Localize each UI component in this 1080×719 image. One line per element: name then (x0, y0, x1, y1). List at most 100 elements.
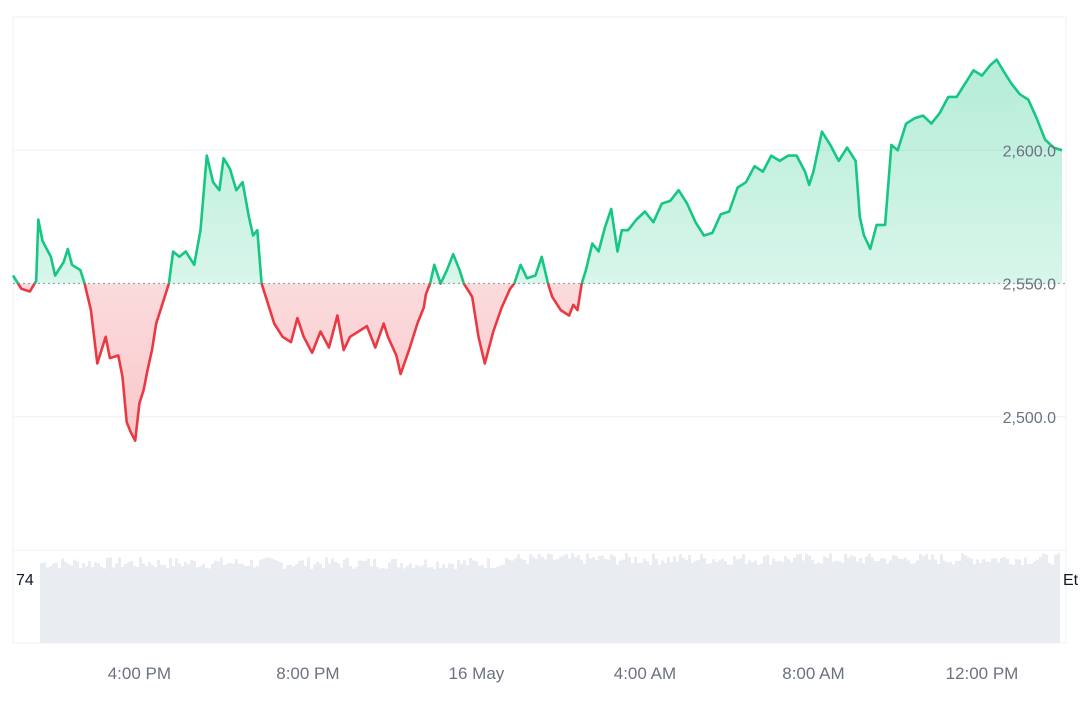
volume-bar (460, 563, 463, 643)
volume-bar (766, 554, 769, 643)
volume-bar (877, 560, 880, 643)
volume-bar (427, 567, 430, 643)
volume-bar (262, 558, 265, 643)
volume-bar (166, 568, 169, 643)
volume-bar (664, 562, 667, 643)
volume-bar (1024, 557, 1027, 643)
volume-bar (742, 554, 745, 643)
volume-bar (727, 564, 730, 643)
volume-bar (808, 555, 811, 643)
volume-bar (904, 557, 907, 643)
volume-bar (1033, 561, 1036, 643)
volume-bar (781, 562, 784, 643)
x-axis: 4:00 PM 8:00 PM 16 May 4:00 AM 8:00 AM 12:00 … (108, 664, 1019, 683)
volume-bar (994, 558, 997, 643)
volume-bar (988, 562, 991, 643)
volume-bar (913, 563, 916, 643)
volume-bar (910, 563, 913, 643)
volume-bar (829, 553, 832, 643)
volume-bar (895, 556, 898, 643)
volume-bar (538, 554, 541, 643)
volume-bar (79, 568, 82, 643)
volume-bar (931, 554, 934, 643)
volume-bar (907, 560, 910, 643)
volume-bar (490, 568, 493, 643)
volume-bar (535, 559, 538, 643)
volume-bar (1021, 564, 1024, 643)
volume-bar (235, 558, 238, 643)
volume-bar (1003, 557, 1006, 643)
volume-bar (112, 567, 115, 643)
volume-bar (229, 563, 232, 643)
volume-bar (49, 566, 52, 643)
volume-bar (838, 561, 841, 643)
volume-bar (481, 564, 484, 643)
volume-bar (928, 559, 931, 643)
volume-bar (991, 558, 994, 643)
volume-bar (844, 553, 847, 643)
volume-bar (355, 567, 358, 643)
volume-bar (724, 561, 727, 643)
volume-bar (871, 557, 874, 643)
x-tick-label: 12:00 PM (946, 664, 1019, 683)
volume-bar (217, 561, 220, 643)
volume-bar (43, 562, 46, 643)
volume-bar (430, 567, 433, 643)
volume-bar (118, 557, 121, 643)
volume-bar (982, 559, 985, 643)
volume-bar (796, 554, 799, 643)
x-tick-label: 4:00 PM (108, 664, 171, 683)
volume-bar (976, 559, 979, 643)
volume-bar (451, 564, 454, 643)
volume-bar (232, 563, 235, 643)
volume-bar (508, 559, 511, 643)
volume-bar (691, 562, 694, 643)
volume-bar (628, 557, 631, 643)
volume-bar (91, 567, 94, 643)
volume-bar (604, 558, 607, 643)
volume-bar (985, 561, 988, 643)
volume-bar (349, 565, 352, 643)
volume-bar (61, 558, 64, 643)
x-tick-label: 8:00 AM (782, 664, 844, 683)
volume-bar (553, 560, 556, 643)
volume-bar (1018, 559, 1021, 643)
volume-bar (802, 560, 805, 643)
volume-bar (646, 561, 649, 643)
volume-bar (268, 557, 271, 643)
volume-bar (1015, 559, 1018, 643)
volume-bar (916, 560, 919, 643)
volume-bar (370, 566, 373, 643)
volume-bar (937, 563, 940, 643)
volume-bar (943, 560, 946, 643)
volume-bar (454, 568, 457, 643)
volume-bar (226, 563, 229, 643)
volume-bar (565, 554, 568, 643)
volume-label-right: Et (1063, 572, 1079, 589)
volume-bar (613, 556, 616, 643)
volume-bar (1045, 554, 1048, 643)
volume-bar (703, 558, 706, 643)
volume-bar (841, 563, 844, 643)
volume-bar (721, 558, 724, 643)
volume-bar (319, 563, 322, 643)
volume-bar (331, 558, 334, 643)
volume-bar (40, 563, 43, 643)
volume-bar (391, 559, 394, 643)
volume-bar (88, 560, 91, 643)
volume-bar (835, 560, 838, 643)
volume-bar (211, 564, 214, 643)
volume-bar (205, 567, 208, 643)
volume-bar (652, 553, 655, 643)
volume-bar (694, 560, 697, 643)
volume-bar (181, 566, 184, 643)
volume-bar (949, 562, 952, 643)
volume-bar (697, 559, 700, 643)
volume-bar (403, 568, 406, 643)
volume-bar (94, 562, 97, 643)
volume-bar (328, 563, 331, 643)
volume-bar (793, 557, 796, 643)
volume-bar (214, 560, 217, 643)
volume-bar (253, 567, 256, 643)
